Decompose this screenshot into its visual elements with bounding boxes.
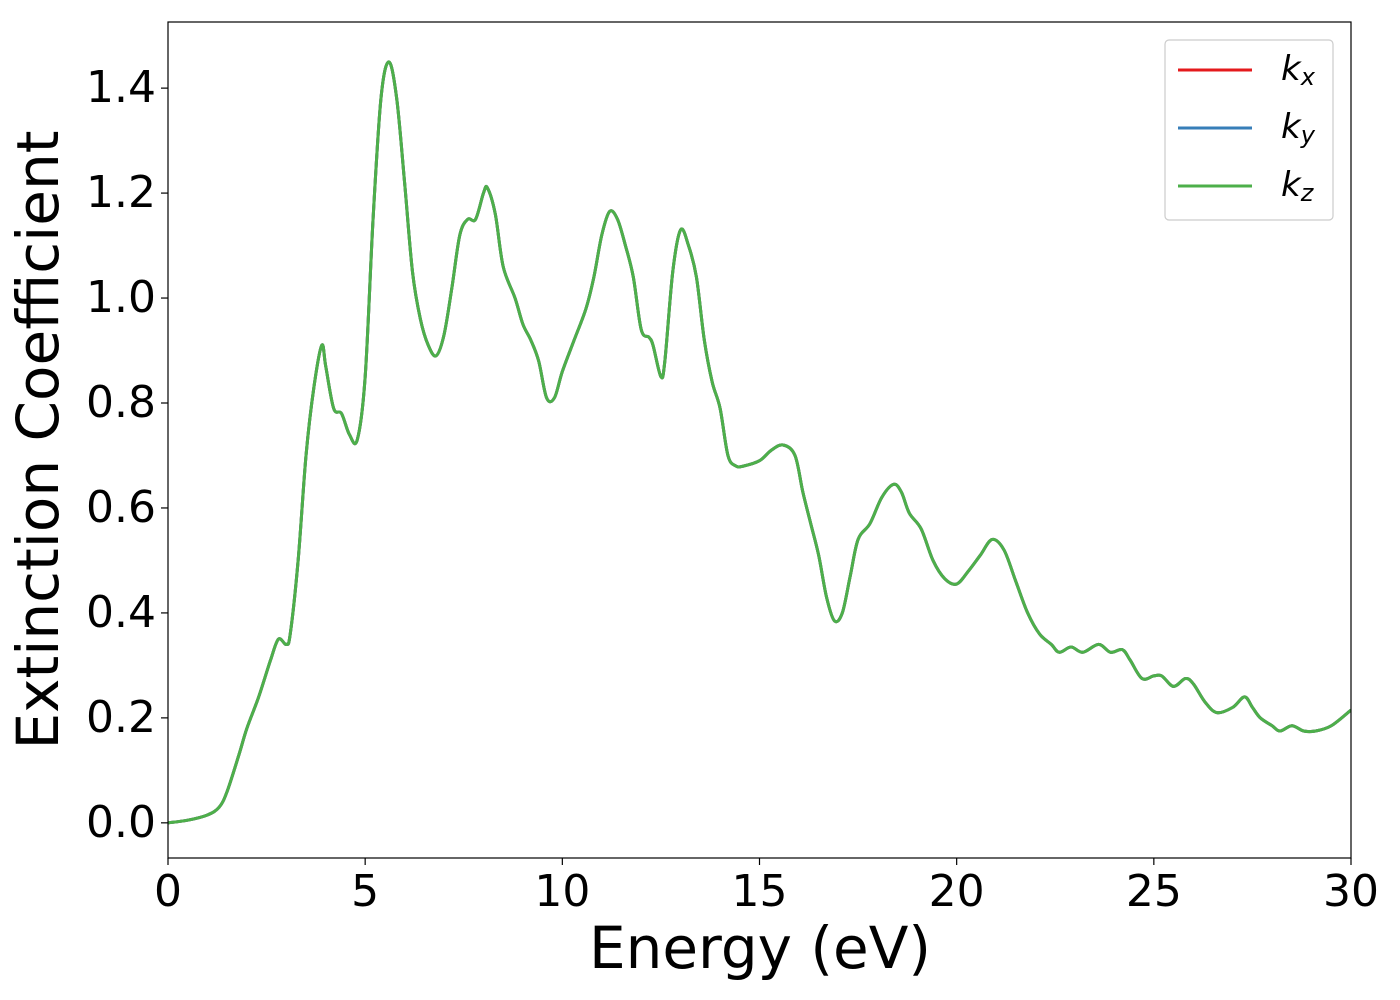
x-tick-label: 30 — [1323, 866, 1379, 917]
legend-label: ky — [1281, 107, 1316, 150]
legend-label: kx — [1281, 49, 1316, 92]
y-tick-label: 1.4 — [86, 62, 156, 113]
y-tick-label: 0.0 — [86, 797, 156, 848]
y-tick-label: 0.6 — [86, 482, 156, 533]
x-tick-label: 15 — [732, 866, 788, 917]
x-tick-label: 0 — [154, 866, 182, 917]
x-tick-label: 5 — [351, 866, 379, 917]
x-tick-label: 10 — [534, 866, 590, 917]
x-tick-label: 25 — [1126, 866, 1182, 917]
legend-label: kz — [1281, 165, 1315, 208]
x-axis-label: Energy (eV) — [589, 914, 931, 982]
y-tick-label: 1.2 — [86, 167, 156, 218]
y-tick-label: 1.0 — [86, 272, 156, 323]
legend-box — [1164, 39, 1334, 221]
y-tick-label: 0.8 — [86, 377, 156, 428]
y-tick-label: 0.2 — [86, 692, 156, 743]
series-line — [168, 60, 1351, 825]
x-tick-label: 20 — [929, 866, 985, 917]
y-axis-label: Extinction Coefficient — [4, 131, 72, 750]
y-tick-label: 0.4 — [86, 587, 156, 638]
plot-frame — [167, 21, 1352, 859]
